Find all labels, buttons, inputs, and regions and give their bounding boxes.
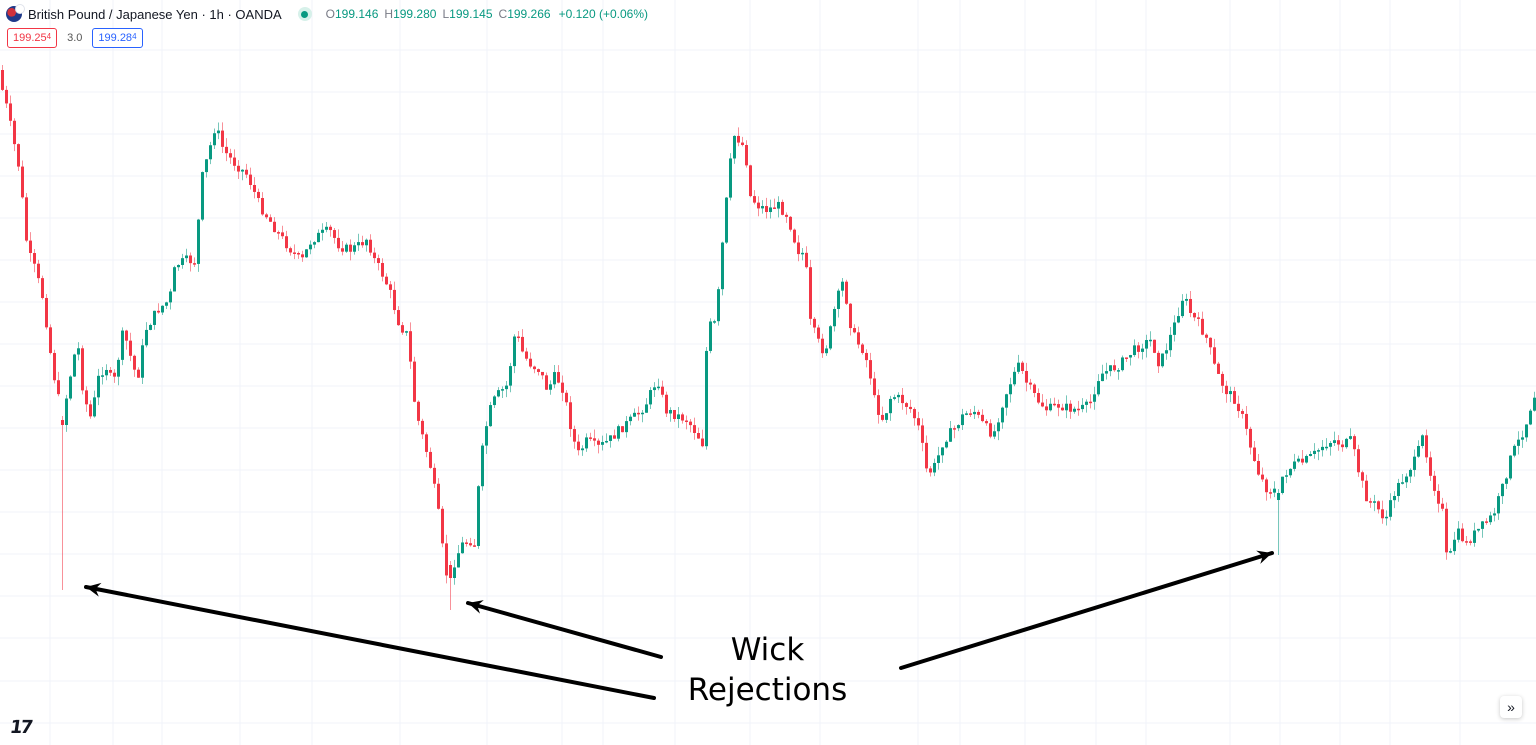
symbol-title[interactable]: British Pound / Japanese Yen · 1h · OAND… [28,6,282,22]
close-label: C [498,7,508,21]
tradingview-logo-icon[interactable]: 17 [8,717,33,738]
buy-price: 199.28 [98,32,133,44]
annotation-line-2: Rejections [687,672,848,708]
high-label: H [384,7,394,21]
low-value: 199.145 [449,7,493,21]
gbpjpy-flag-icon [6,4,25,22]
wick-rejections-label: Wick Rejections [660,630,875,710]
high-value: 199.280 [393,7,437,21]
open-value: 199.146 [335,7,379,21]
buy-pip: 4 [132,32,137,41]
sell-button[interactable]: 199.254 [7,28,58,48]
buy-button[interactable]: 199.284 [92,28,143,48]
candlestick-series [1,64,1536,610]
annotation-arrows [84,550,1274,700]
double-chevron-right-icon: » [1507,699,1515,715]
close-value: 199.266 [507,7,551,21]
annotation-line-1: Wick [730,632,805,668]
sell-pip: 4 [46,32,52,41]
trading-quotes: 199.254 3.0 199.284 [7,28,143,48]
ohlc-values: O199.146 H199.280 L199.145 C199.266 +0.1… [326,7,648,21]
scroll-to-realtime-button[interactable]: » [1500,696,1522,718]
market-open-status-icon[interactable] [297,7,312,21]
sell-price: 199.25 [13,32,47,44]
symbol-legend[interactable]: British Pound / Japanese Yen · 1h · OAND… [6,4,648,22]
spread-value: 3.0 [67,32,83,44]
open-label: O [325,7,335,21]
low-label: L [442,7,450,21]
price-change: +0.120 (+0.06%) [558,7,648,21]
